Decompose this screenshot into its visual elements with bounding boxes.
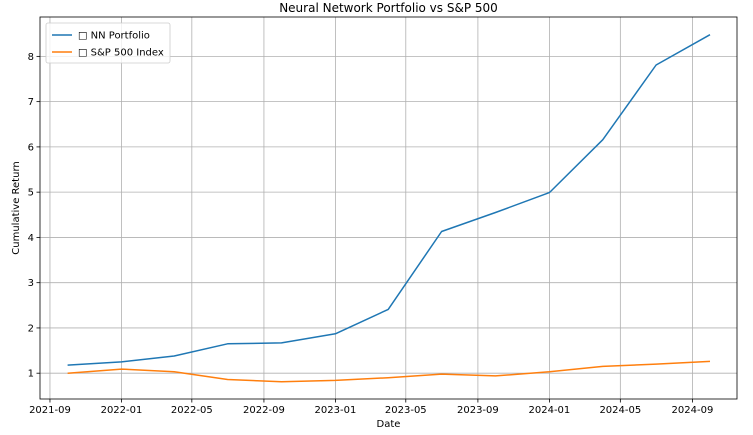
y-tick-label: 1 [28, 369, 34, 380]
legend-box [45, 22, 171, 64]
y-axis-label: Cumulative Return [11, 161, 22, 254]
plot-frame [39, 16, 738, 400]
x-tick-label: 2021-09 [29, 405, 71, 416]
x-axis-ticks: 2021-09 2022-01 2022-05 2022-09 2023-01 2023-… [29, 399, 713, 416]
y-tick-label: 3 [28, 278, 34, 289]
y-axis-ticks: 1 2 3 4 5 6 7 8 [28, 52, 40, 380]
series-line-1 [67, 360, 711, 383]
series-line-0 [67, 34, 711, 366]
x-tick-label: 2022-05 [171, 405, 213, 416]
x-tick-label: 2023-09 [457, 405, 499, 416]
chart-title: Neural Network Portfolio vs S&P 500 [279, 1, 498, 15]
x-tick-label: 2023-05 [385, 405, 427, 416]
y-tick-label: 7 [28, 97, 34, 108]
legend-label: □ NN Portfolio [78, 31, 150, 42]
x-tick-label: 2022-01 [101, 405, 143, 416]
y-tick-label: 5 [28, 188, 34, 199]
x-axis-label: Date [377, 419, 401, 430]
legend: □ NN Portfolio □ S&P 500 Index [45, 22, 171, 64]
y-tick-label: 6 [28, 142, 34, 153]
x-tick-label: 2024-01 [529, 405, 571, 416]
y-tick-label: 4 [28, 233, 34, 244]
y-tick-label: 2 [28, 323, 34, 334]
x-tick-label: 2023-01 [315, 405, 357, 416]
grid-layer [40, 17, 737, 399]
legend-label: □ S&P 500 Index [78, 48, 164, 59]
x-tick-label: 2024-09 [672, 405, 714, 416]
y-tick-label: 8 [28, 52, 34, 63]
x-tick-label: 2022-09 [243, 405, 285, 416]
x-tick-label: 2024-05 [599, 405, 641, 416]
series-layer [67, 34, 711, 383]
